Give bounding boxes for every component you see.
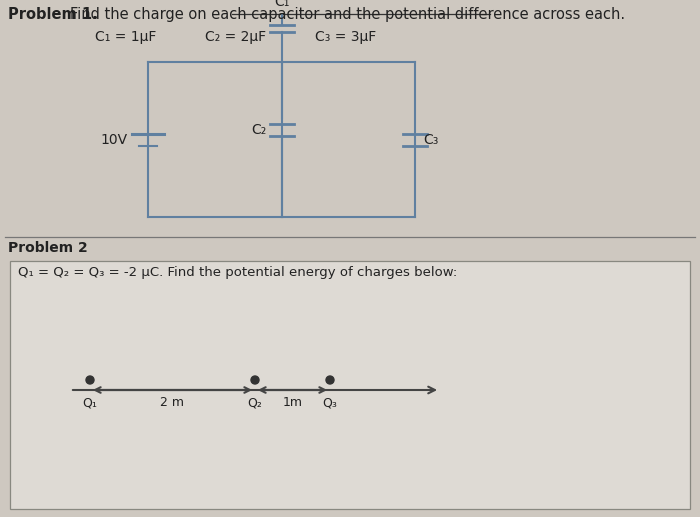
Text: C₃ = 3μF: C₃ = 3μF [315,30,377,44]
Text: C₁ = 1μF: C₁ = 1μF [95,30,156,44]
Text: C₂: C₂ [251,123,266,136]
Text: Problem 1.: Problem 1. [8,7,98,22]
Text: C₁: C₁ [274,0,290,9]
Text: 10V: 10V [101,132,128,146]
Text: 1m: 1m [283,396,302,409]
Text: C₃: C₃ [423,132,438,146]
Text: Q₂: Q₂ [248,396,262,409]
Text: Find the charge on each capacitor and the potential difference across each.: Find the charge on each capacitor and th… [70,7,625,22]
Text: Q₃: Q₃ [323,396,337,409]
Text: Problem 2: Problem 2 [8,241,88,255]
Text: Q₁ = Q₂ = Q₃ = -2 μC. Find the potential energy of charges below:: Q₁ = Q₂ = Q₃ = -2 μC. Find the potential… [18,266,457,279]
FancyBboxPatch shape [10,261,690,509]
Text: 2 m: 2 m [160,396,185,409]
Circle shape [251,376,259,384]
Text: Q₁: Q₁ [83,396,97,409]
Circle shape [86,376,94,384]
Text: C₂ = 2μF: C₂ = 2μF [205,30,266,44]
Circle shape [326,376,334,384]
